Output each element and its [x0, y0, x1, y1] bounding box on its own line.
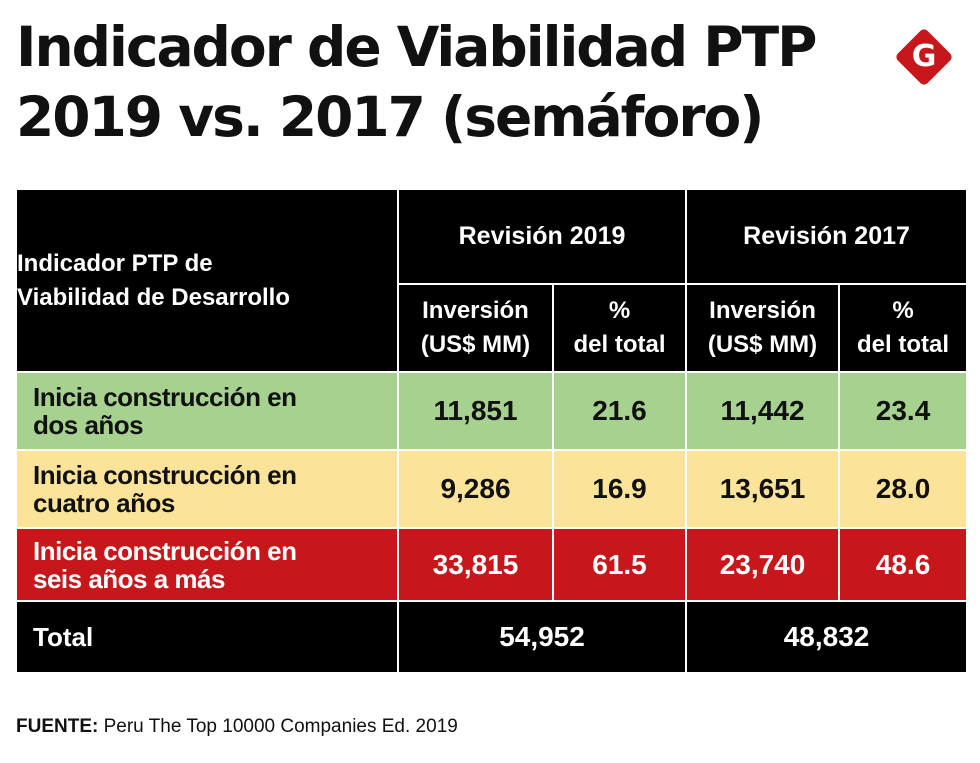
cell-pct-2019: 16.9 [551, 449, 688, 529]
row-label-line2: cuatro años [33, 488, 175, 518]
cell-pct-2017: 48.6 [838, 527, 969, 602]
col-label-line2: (US$ MM) [420, 331, 531, 358]
header-col-pct-2017: % del total [838, 283, 969, 373]
header-col-inversion-2019: Inversión (US$ MM) [397, 283, 554, 373]
col-label-line1: Inversión [422, 297, 529, 324]
col-label-line2: del total [857, 331, 950, 358]
cell-pct-2019: 61.5 [551, 527, 688, 602]
total-2017: 48,832 [685, 600, 969, 674]
header-indicator-line1: Indicador PTP de [17, 249, 213, 277]
source-note: FUENTE: Peru The Top 10000 Companies Ed.… [16, 716, 458, 738]
cell-inversion-2019: 11,851 [397, 371, 554, 451]
row-label-line1: Inicia construcción en [33, 460, 297, 490]
brand-logo: G [889, 22, 959, 92]
cell-pct-2019: 21.6 [551, 371, 688, 451]
row-label-line1: Inicia construcción en [33, 535, 297, 566]
cell-inversion-2017: 13,651 [685, 449, 841, 529]
cell-pct-2017: 28.0 [838, 449, 969, 529]
row-label: Inicia construcción en dos años [15, 371, 399, 451]
total-label: Total [15, 600, 399, 674]
header-indicator-line2: Viabilidad de Desarrollo [17, 283, 290, 311]
logo-letter: G [911, 39, 937, 74]
viability-table: Indicador PTP de Viabilidad de Desarroll… [15, 188, 969, 674]
row-label-line2: seis años a más [33, 563, 225, 594]
header-group-2017: Revisión 2017 [685, 188, 969, 285]
table-row-dos-anos: Inicia construcción en dos años 11,851 2… [15, 371, 969, 451]
cell-pct-2017: 23.4 [838, 371, 969, 451]
col-label-line2: (US$ MM) [707, 331, 818, 358]
table-row-total: Total 54,952 48,832 [15, 600, 969, 674]
cell-inversion-2017: 11,442 [685, 371, 841, 451]
logo-diamond-icon [896, 29, 952, 85]
row-label-line2: dos años [33, 410, 144, 440]
col-label-line2: del total [573, 331, 666, 358]
header-indicator: Indicador PTP de Viabilidad de Desarroll… [15, 188, 399, 373]
chart-title: Indicador de Viabilidad PTP 2019 vs. 201… [16, 12, 817, 152]
source-label: FUENTE: [16, 716, 99, 737]
table-subheader-row: Inversión (US$ MM) % del total Inversión… [16, 283, 969, 373]
title-line-2: 2019 vs. 2017 (semáforo) [16, 85, 764, 149]
header-group-2019: Revisión 2019 [396, 188, 688, 285]
col-label-line1: Inversión [709, 297, 816, 324]
title-line-1: Indicador de Viabilidad PTP [16, 15, 817, 79]
col-label-line1: % [892, 297, 914, 324]
table-header-row: Indicador PTP de Viabilidad de Desarroll… [15, 188, 969, 373]
row-label: Inicia construcción en cuatro años [15, 449, 399, 529]
row-label-line1: Inicia construcción en [33, 382, 297, 412]
cell-inversion-2017: 23,740 [685, 527, 841, 602]
col-label-line1: % [608, 297, 631, 324]
header-col-pct-2019: % del total [551, 283, 688, 373]
source-text: Peru The Top 10000 Companies Ed. 2019 [98, 716, 458, 737]
cell-inversion-2019: 33,815 [397, 527, 554, 602]
cell-inversion-2019: 9,286 [397, 449, 554, 529]
row-label: Inicia construcción en seis años a más [15, 527, 399, 602]
table-row-cuatro-anos: Inicia construcción en cuatro años 9,286… [15, 449, 969, 529]
table-row-seis-anos: Inicia construcción en seis años a más 3… [15, 527, 969, 602]
total-2019: 54,952 [396, 600, 688, 674]
header-col-inversion-2017: Inversión (US$ MM) [685, 283, 841, 373]
